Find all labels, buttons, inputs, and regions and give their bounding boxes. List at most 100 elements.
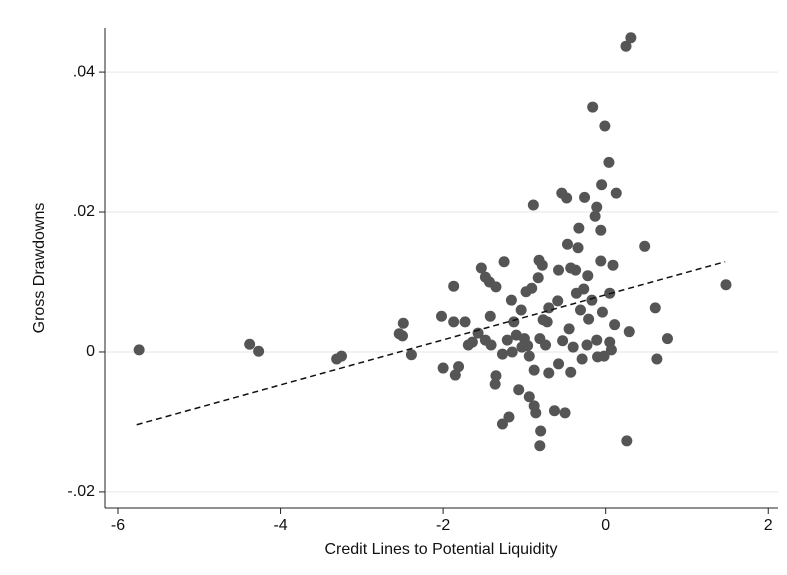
scatter-point xyxy=(553,264,565,276)
scatter-point xyxy=(540,339,552,351)
scatter-point xyxy=(526,282,538,294)
scatter-point xyxy=(625,32,637,44)
scatter-point xyxy=(405,349,417,361)
scatter-point xyxy=(610,187,622,199)
scatter-point xyxy=(607,259,619,271)
scatter-point xyxy=(543,367,555,379)
scatter-point xyxy=(639,240,651,252)
scatter-point xyxy=(527,199,539,211)
scatter-point xyxy=(523,391,535,403)
scatter-point xyxy=(589,210,601,222)
x-tick-label: 2 xyxy=(764,517,773,534)
y-tick-label: 0 xyxy=(86,343,95,360)
scatter-point xyxy=(244,338,256,350)
scatter-point xyxy=(449,369,461,381)
scatter-point xyxy=(530,407,542,419)
scatter-point xyxy=(490,281,502,293)
scatter-point xyxy=(570,264,582,276)
scatter-point xyxy=(484,310,496,322)
scatter-point xyxy=(649,302,661,314)
scatter-point xyxy=(574,304,586,316)
scatter-point xyxy=(651,353,663,365)
scatter-point xyxy=(621,435,633,447)
scatter-point xyxy=(448,316,460,328)
scatter-point xyxy=(720,279,732,291)
x-tick-label: -6 xyxy=(111,517,125,534)
scatter-point xyxy=(578,283,590,295)
scatter-point xyxy=(496,348,508,360)
scatter-point xyxy=(595,255,607,267)
scatter-point xyxy=(541,316,553,328)
scatter-point xyxy=(583,313,595,325)
scatter-point xyxy=(565,366,577,378)
scatter-point xyxy=(528,364,540,376)
scatter-point xyxy=(466,336,478,348)
x-tick-label: 0 xyxy=(601,517,610,534)
scatter-point xyxy=(485,339,497,351)
scatter-point xyxy=(548,405,560,417)
scatter-point xyxy=(599,120,611,132)
scatter-point xyxy=(448,280,460,292)
scatter-point xyxy=(534,440,546,452)
scatter-point xyxy=(523,350,535,362)
scatter-point xyxy=(459,316,471,328)
scatter-point xyxy=(475,262,487,274)
scatter-point xyxy=(591,334,603,346)
scatter-point xyxy=(453,361,465,373)
scatter-point xyxy=(253,345,265,357)
scatter-point xyxy=(576,353,588,365)
scatter-point xyxy=(515,304,527,316)
scatter-point xyxy=(661,333,673,345)
scatter-point xyxy=(586,294,598,306)
scatter-point xyxy=(620,40,632,52)
y-tick-label: .02 xyxy=(73,203,95,220)
scatter-point xyxy=(513,384,525,396)
scatter-point xyxy=(489,378,501,390)
y-axis-label: Gross Drawdowns xyxy=(31,203,48,334)
scatter-point xyxy=(573,222,585,234)
scatter-point xyxy=(582,270,594,282)
scatter-point xyxy=(579,191,591,203)
scatter-point xyxy=(595,224,607,236)
scatter-point xyxy=(508,316,520,328)
scatter-point xyxy=(437,362,449,374)
scatter-point xyxy=(535,425,547,437)
scatter-point xyxy=(552,295,564,307)
scatter-point xyxy=(559,407,571,419)
scatter-point xyxy=(436,310,447,322)
scatter-point xyxy=(567,341,579,353)
scatter-point xyxy=(133,344,145,356)
scatter-point xyxy=(557,335,569,347)
scatter-point xyxy=(563,323,575,335)
scatter-point xyxy=(505,294,517,306)
scatter-point xyxy=(609,319,621,331)
scatter-point xyxy=(498,256,510,268)
scatter-point xyxy=(522,340,534,352)
x-tick-label: -4 xyxy=(273,517,287,534)
scatter-point xyxy=(506,346,518,358)
scatter-point xyxy=(623,326,635,338)
scatter-point xyxy=(572,242,584,254)
scatter-point xyxy=(503,411,515,423)
x-axis-label: Credit Lines to Potential Liquidity xyxy=(324,541,557,558)
scatter-point xyxy=(581,339,593,351)
scatter-point xyxy=(490,370,502,382)
scatter-point xyxy=(603,156,615,168)
scatter-point xyxy=(553,358,565,370)
scatter-point xyxy=(587,101,599,113)
scatter-point xyxy=(397,317,409,329)
scatter-point xyxy=(561,192,573,204)
y-tick-label: -.02 xyxy=(67,483,95,500)
scatter-point xyxy=(336,350,348,362)
scatter-point xyxy=(605,344,617,356)
x-tick-label: -2 xyxy=(436,517,450,534)
scatter-point xyxy=(591,201,603,213)
scatter-point xyxy=(496,418,508,430)
fit-line xyxy=(136,260,726,426)
y-tick-label: .04 xyxy=(73,63,95,80)
scatter-point xyxy=(501,334,513,346)
scatter-point xyxy=(396,330,408,342)
scatter-point xyxy=(536,259,548,271)
